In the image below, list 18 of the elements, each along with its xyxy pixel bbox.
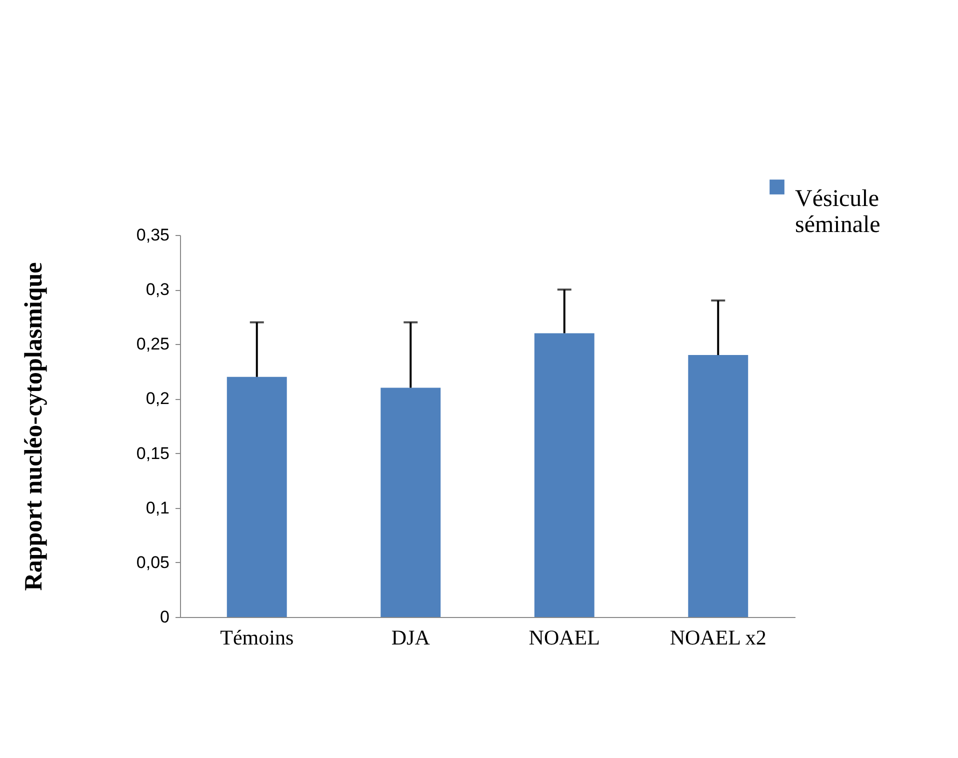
y-tick-label: 0,25 <box>136 334 170 354</box>
y-tick-label: 0,2 <box>146 389 170 408</box>
y-tick-label: 0,3 <box>146 280 170 300</box>
y-tick-label: 0 <box>160 608 170 626</box>
y-tick-label: 0,05 <box>136 552 170 572</box>
x-tick-label: NOAEL x2 <box>670 626 766 650</box>
bar <box>534 333 594 617</box>
bar <box>380 388 441 617</box>
x-tick-label: DJA <box>391 626 431 650</box>
bar <box>226 376 287 617</box>
y-axis-title: Rapport nucléo-cytoplasmique <box>20 262 48 591</box>
bar <box>688 355 748 617</box>
legend-label: Vésicule séminale <box>795 186 880 238</box>
x-tick-label: Témoins <box>220 626 294 650</box>
x-tick-label: NOAEL <box>528 626 600 650</box>
y-tick-label: 0,1 <box>146 498 170 518</box>
y-tick-label: 0,35 <box>136 226 170 244</box>
y-tick-label: 0,15 <box>136 444 170 463</box>
